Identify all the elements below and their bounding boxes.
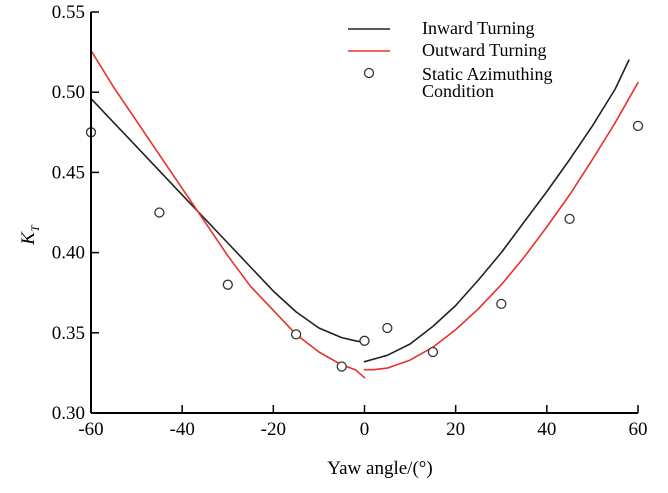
series-line-2-segment-2 — [363, 81, 639, 371]
series-line-1-segment-2 — [363, 59, 630, 363]
y-axis-title-subscript: T — [28, 224, 42, 232]
x-tick-label: -40 — [170, 419, 195, 440]
data-point — [427, 346, 439, 358]
points-layer — [85, 120, 644, 372]
ticks-layer: -60 -40 -20 0 20 40 60 0.30 0.35 0.40 0.45 0.50 0.55 — [52, 2, 648, 440]
legend-marker-static — [363, 67, 375, 79]
y-axis-title-main: K — [18, 231, 39, 246]
data-point — [496, 298, 507, 310]
y-tick-label: 0.45 — [52, 162, 85, 183]
legend-label-inward: Inward Turning — [422, 18, 535, 38]
x-axis-title: Yaw angle/(°) — [327, 458, 432, 479]
data-point — [222, 279, 233, 290]
y-tick-label: 0.35 — [52, 323, 85, 344]
x-tick-label: 60 — [629, 419, 648, 440]
data-point — [290, 329, 302, 340]
y-tick-label: 0.50 — [52, 82, 85, 103]
x-tick-label: 20 — [446, 419, 465, 440]
y-tick-label: 0.55 — [52, 2, 85, 23]
legend: Inward Turning Outward Turning Static Az… — [348, 18, 553, 101]
y-tick-label: 0.40 — [52, 243, 85, 264]
series-line-1-segment-1 — [90, 97, 366, 344]
series-line-2-segment-1 — [90, 49, 366, 379]
x-tick-label: -60 — [78, 419, 103, 440]
data-point — [154, 207, 165, 218]
data-point — [382, 322, 393, 334]
data-point — [632, 120, 644, 132]
legend-label-static-line1: Static Azimuthing — [422, 64, 553, 84]
data-point — [336, 361, 347, 372]
data-point — [564, 213, 575, 225]
y-axis-title: KT — [18, 224, 42, 246]
x-tick-label: 0 — [360, 419, 370, 440]
legend-label-static-line2: Condition — [422, 81, 494, 101]
lines-layer — [90, 49, 639, 379]
x-tick-label: -20 — [261, 419, 286, 440]
data-point — [359, 335, 370, 346]
y-tick-label: 0.30 — [52, 403, 85, 424]
legend-label-outward: Outward Turning — [422, 40, 547, 60]
x-tick-label: 40 — [537, 419, 556, 440]
